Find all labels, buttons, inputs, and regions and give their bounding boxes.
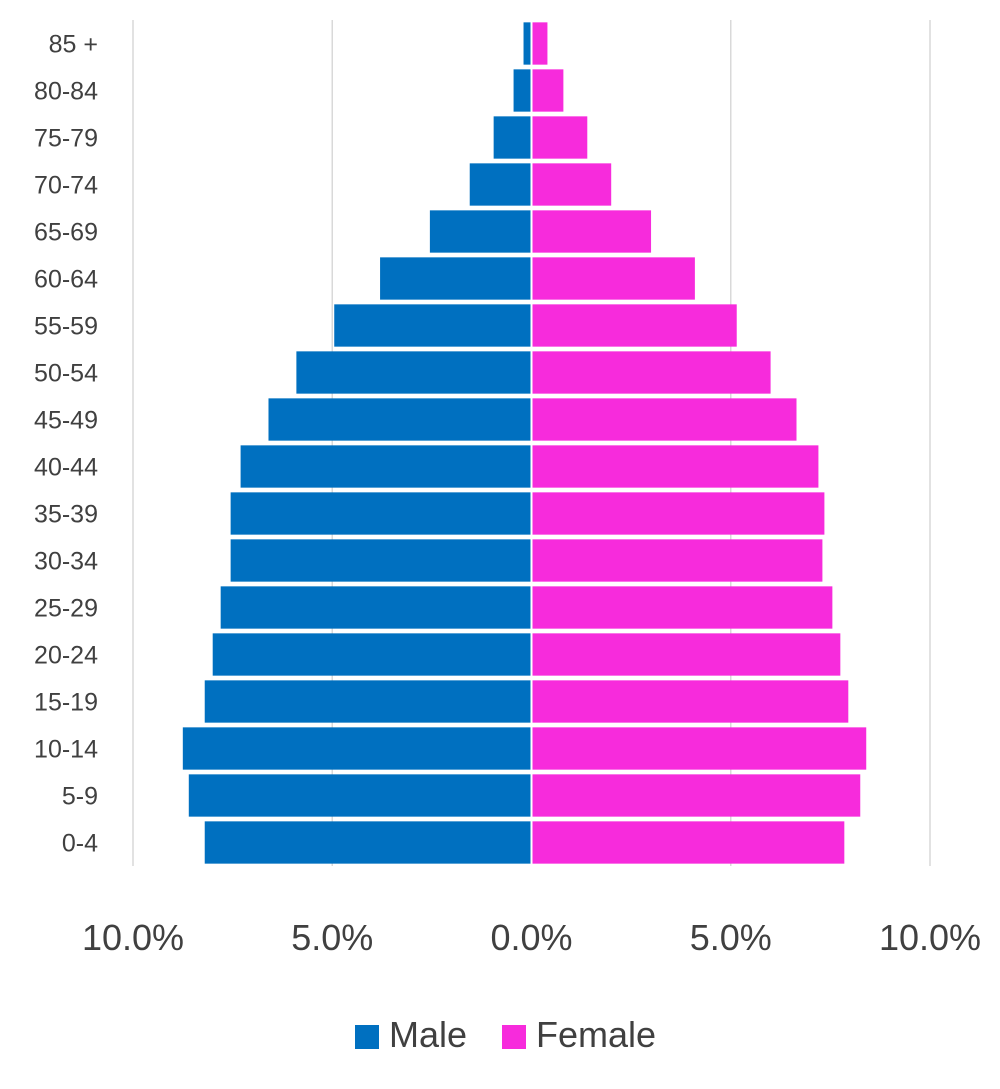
male-bar — [268, 398, 532, 441]
female-bar — [531, 69, 564, 112]
age-group-label: 15-19 — [34, 689, 98, 717]
x-tick-label: 0.0% — [490, 917, 572, 958]
age-group-label: 80-84 — [34, 78, 98, 106]
age-group-label: 60-64 — [34, 266, 98, 294]
male-bar — [469, 163, 532, 206]
legend-label-female: Female — [536, 1014, 656, 1055]
male-bar — [204, 680, 532, 723]
bars — [182, 20, 867, 866]
male-bar — [240, 445, 532, 488]
female-bar — [531, 351, 771, 394]
male-bar — [204, 821, 532, 864]
x-tick-label: 5.0% — [690, 917, 772, 958]
age-group-label: 75-79 — [34, 125, 98, 153]
male-bar — [334, 304, 532, 347]
age-group-label: 35-39 — [34, 501, 98, 529]
male-bar — [220, 586, 532, 629]
female-bar — [531, 257, 695, 300]
female-bar — [531, 22, 548, 65]
age-group-label: 40-44 — [34, 454, 98, 482]
age-group-label: 25-29 — [34, 595, 98, 623]
legend-swatch-female — [502, 1025, 526, 1049]
female-bar — [531, 774, 861, 817]
male-bar — [230, 492, 532, 535]
male-bar — [493, 116, 532, 159]
age-group-label: 20-24 — [34, 642, 98, 670]
x-tick-label: 10.0% — [82, 917, 184, 958]
male-bar — [188, 774, 532, 817]
male-bar — [182, 727, 532, 770]
x-tick-label: 10.0% — [879, 917, 981, 958]
age-group-label: 0-4 — [62, 830, 98, 858]
male-bar — [212, 633, 532, 676]
female-bar — [531, 163, 612, 206]
age-group-label: 55-59 — [34, 313, 98, 341]
male-bar — [513, 69, 532, 112]
male-bar — [296, 351, 532, 394]
female-bar — [531, 586, 833, 629]
age-group-label: 45-49 — [34, 407, 98, 435]
age-group-label: 10-14 — [34, 736, 98, 764]
male-bar — [429, 210, 532, 253]
male-bar — [523, 22, 532, 65]
female-bar — [531, 492, 825, 535]
female-bar — [531, 304, 737, 347]
female-bar — [531, 821, 845, 864]
male-bar — [380, 257, 532, 300]
female-bar — [531, 398, 797, 441]
legend: Male Female — [355, 1014, 656, 1055]
x-axis-tick-labels: 10.0% 5.0% 0.0% 5.0% 10.0% — [82, 917, 981, 958]
male-bar — [230, 539, 532, 582]
age-group-label: 85 + — [49, 31, 98, 59]
gridlines — [132, 20, 931, 866]
female-bar — [531, 116, 588, 159]
female-bar — [531, 633, 841, 676]
age-group-label: 65-69 — [34, 219, 98, 247]
female-bar — [531, 445, 819, 488]
female-bar — [531, 727, 867, 770]
age-group-label: 30-34 — [34, 548, 98, 576]
x-tick-label: 5.0% — [291, 917, 373, 958]
legend-label-male: Male — [389, 1014, 467, 1055]
female-bar — [531, 539, 823, 582]
age-group-label: 5-9 — [62, 783, 98, 811]
age-group-label: 50-54 — [34, 360, 98, 388]
female-bar — [531, 210, 652, 253]
age-group-labels: 85 + 80-84 75-79 70-74 65-69 60-64 55-59 50-54 4… — [34, 31, 98, 858]
age-group-label: 70-74 — [34, 172, 98, 200]
female-bar — [531, 680, 849, 723]
legend-swatch-male — [355, 1025, 379, 1049]
